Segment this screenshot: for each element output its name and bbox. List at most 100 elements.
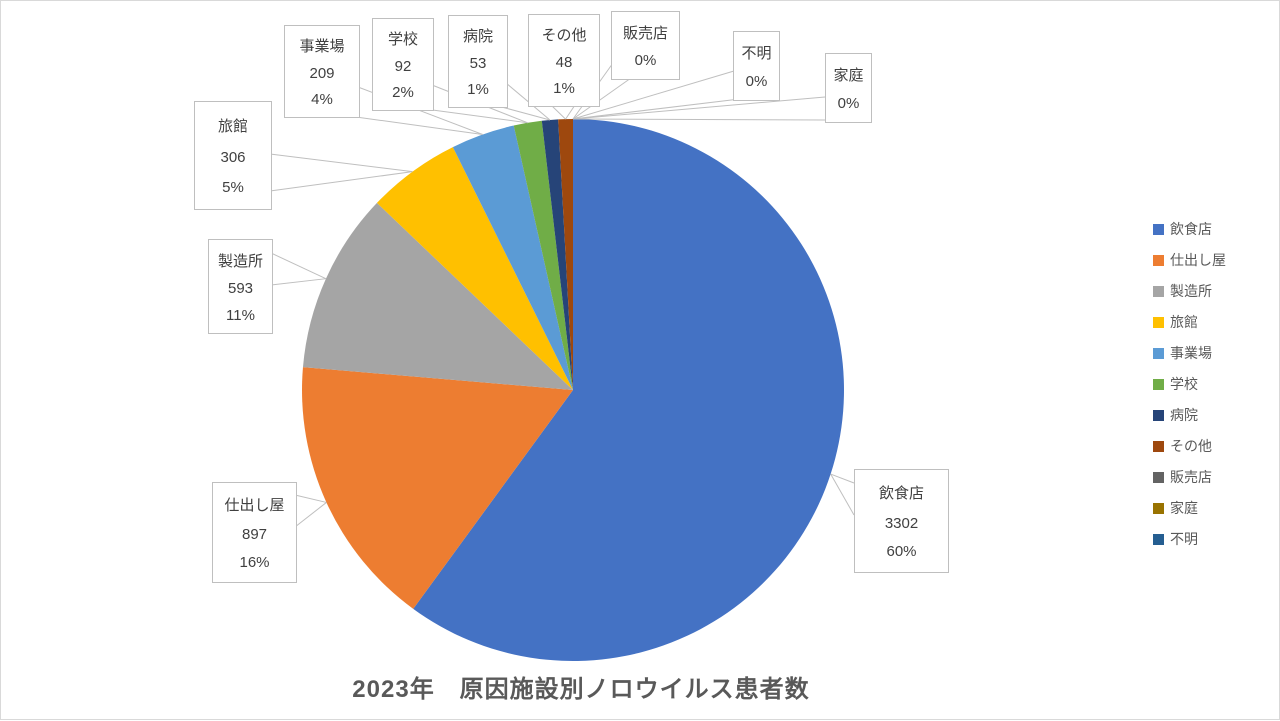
label-percent: 0% [837, 95, 860, 112]
pie-slice-inn [376, 147, 573, 390]
leader-line-other [565, 104, 576, 120]
label-value: 3302 [884, 514, 919, 532]
label-value: 48 [555, 54, 573, 71]
legend-swatch-icon [1153, 409, 1164, 421]
legend-item: その他 [1153, 435, 1226, 457]
label-category: その他 [541, 27, 587, 44]
data-label-other: その他 48 1% [528, 14, 600, 107]
leader-line-hospital [505, 82, 551, 121]
leader-line-caterer [294, 494, 327, 503]
legend-swatch-icon [1153, 223, 1164, 235]
label-category: 病院 [462, 28, 493, 45]
label-value: 306 [220, 149, 246, 166]
data-label-workplace: 事業場 209 4% [284, 25, 360, 118]
legend-swatch-icon [1153, 533, 1164, 545]
data-label-inn: 旅館 306 5% [194, 101, 272, 210]
leader-line-factory [270, 252, 327, 280]
label-percent: 60% [886, 543, 917, 561]
leader-line-hospital [497, 105, 551, 121]
data-label-school: 学校 92 2% [372, 18, 434, 111]
leader-line-home [572, 118, 826, 121]
pie-slice-school [513, 120, 573, 391]
leader-line-factory [270, 278, 326, 286]
legend-item: 製造所 [1153, 280, 1226, 302]
legend-item: 不明 [1153, 528, 1226, 550]
leader-line-restaurant [830, 473, 855, 484]
legend-label: 製造所 [1170, 283, 1212, 299]
pie-slice-factory [302, 202, 573, 390]
data-label-factory: 製造所 593 11% [208, 239, 273, 334]
legend-item: 旅館 [1153, 311, 1226, 333]
legend-label: 病院 [1170, 407, 1198, 423]
leader-line-school [424, 108, 528, 124]
label-category: 製造所 [217, 252, 263, 270]
label-percent: 1% [467, 81, 489, 98]
pie-slice-hospital [541, 119, 573, 390]
legend-swatch-icon [1153, 347, 1164, 359]
label-percent: 0% [634, 52, 657, 70]
label-value: 209 [309, 65, 335, 82]
label-category: 仕出し屋 [224, 497, 285, 514]
legend-item: 販売店 [1153, 466, 1226, 488]
legend-item: 学校 [1153, 373, 1226, 395]
legend-label: 販売店 [1170, 469, 1212, 485]
legend-label: その他 [1170, 438, 1212, 454]
label-category: 不明 [741, 45, 772, 62]
label-category: 飲食店 [878, 484, 924, 502]
label-percent: 16% [239, 554, 270, 571]
label-percent: 5% [222, 179, 244, 196]
legend-swatch-icon [1153, 502, 1164, 514]
legend-swatch-icon [1153, 316, 1164, 328]
label-percent: 0% [745, 73, 768, 90]
legend-label: 学校 [1170, 376, 1198, 392]
data-label-retail-store: 販売店 0% [611, 11, 680, 80]
data-label-hospital: 病院 53 1% [448, 15, 508, 108]
pie-slice-restaurant [413, 119, 844, 661]
chart-title: 2023年 原因施設別ノロウイルス患者数 [352, 676, 810, 703]
legend-item: 事業場 [1153, 342, 1226, 364]
leader-line-workplace [348, 115, 483, 135]
legend-item: 病院 [1153, 404, 1226, 426]
chart-legend: 飲食店 仕出し屋 製造所 旅館 事業場 学校 病院 その他 販売店 家庭 不明 [1153, 218, 1226, 559]
legend-swatch-icon [1153, 254, 1164, 266]
label-category: 学校 [387, 31, 418, 48]
legend-label: 仕出し屋 [1170, 252, 1226, 268]
legend-swatch-icon [1153, 471, 1164, 483]
label-value: 593 [227, 280, 254, 297]
label-percent: 11% [226, 306, 255, 324]
label-percent: 4% [311, 91, 333, 108]
legend-label: 家庭 [1170, 500, 1198, 516]
label-percent: 1% [553, 80, 575, 97]
pie-slice-other [558, 119, 573, 390]
legend-swatch-icon [1153, 378, 1164, 390]
leader-line-restaurant [830, 473, 855, 516]
label-category: 旅館 [217, 118, 248, 135]
label-category: 販売店 [622, 24, 668, 42]
legend-label: 不明 [1170, 531, 1198, 547]
legend-swatch-icon [1153, 285, 1164, 297]
leader-line-caterer [294, 502, 327, 528]
label-value: 53 [469, 55, 487, 72]
data-label-unknown: 不明 0% [733, 31, 780, 101]
legend-swatch-icon [1153, 440, 1164, 452]
label-category: 事業場 [299, 38, 345, 55]
leader-line-inn [269, 153, 413, 173]
leader-line-inn [269, 171, 413, 192]
data-label-home: 家庭 0% [825, 53, 872, 123]
label-value: 92 [394, 58, 412, 75]
leader-line-unknown [572, 97, 749, 120]
label-value: 897 [241, 526, 268, 543]
legend-label: 飲食店 [1170, 221, 1212, 237]
legend-label: 事業場 [1170, 345, 1212, 361]
data-label-restaurant: 飲食店 3302 60% [854, 469, 949, 573]
legend-item: 家庭 [1153, 497, 1226, 519]
pie-slice-caterer [302, 367, 573, 609]
leader-line-other [550, 104, 566, 120]
leader-line-retail-store [572, 77, 632, 120]
legend-item: 飲食店 [1153, 218, 1226, 240]
label-category: 家庭 [833, 67, 864, 84]
label-percent: 2% [392, 84, 414, 101]
data-label-caterer: 仕出し屋 897 16% [212, 482, 297, 583]
